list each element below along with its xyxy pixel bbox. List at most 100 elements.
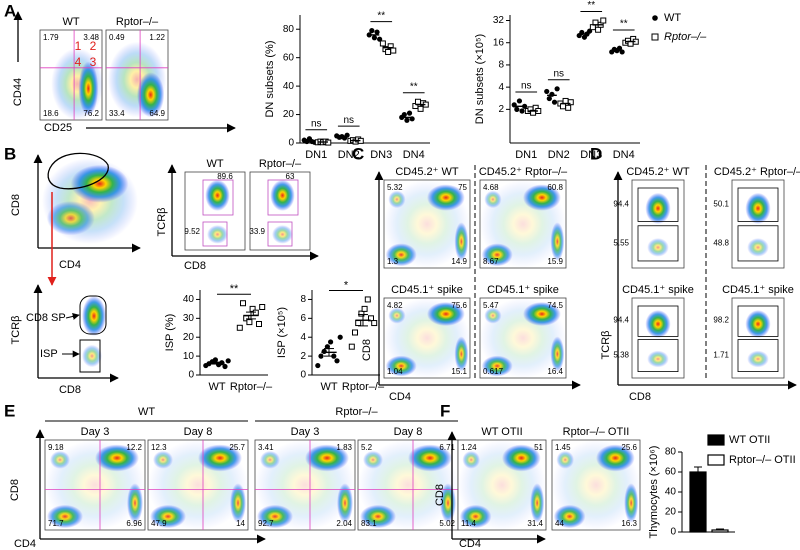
significance: ** <box>377 10 385 21</box>
density <box>747 238 769 257</box>
density <box>427 184 465 211</box>
data-point <box>544 88 550 95</box>
plot-title: Day 3 <box>81 426 110 438</box>
y-tick-label: 80 <box>283 24 295 35</box>
data-point <box>236 324 243 331</box>
density <box>337 483 353 523</box>
x-tick-label: Rptor–/– <box>230 381 273 393</box>
density <box>556 450 574 469</box>
density <box>454 336 469 372</box>
gate <box>267 221 293 247</box>
y-tick-label: 4 <box>300 332 306 343</box>
significance: * <box>344 279 349 291</box>
axis-label: ISP (%) <box>164 314 176 352</box>
density <box>647 238 669 257</box>
plot-title: Rptor–/– <box>259 158 302 170</box>
quadrant-value: 25.6 <box>621 443 637 452</box>
data-point <box>352 329 358 336</box>
density <box>46 201 95 236</box>
density <box>50 450 70 469</box>
quadrant-value: 9.18 <box>48 443 64 452</box>
significance: ** <box>410 81 418 92</box>
density <box>523 302 561 326</box>
density <box>270 179 295 211</box>
density <box>550 336 565 372</box>
quadrant-value: 16.3 <box>621 519 637 528</box>
quadrant-value: 1.79 <box>43 33 59 42</box>
data-point <box>404 117 410 123</box>
axis-label: CD4 <box>459 538 481 550</box>
density <box>596 444 635 472</box>
density <box>408 444 452 472</box>
x-tick-label: DN1 <box>515 149 537 161</box>
quadrant-value: 3.48 <box>83 33 99 42</box>
gate-pointer <box>65 313 80 320</box>
x-tick-label: DN3 <box>580 149 602 161</box>
y-tick-label: 60 <box>665 467 677 478</box>
significance: ns <box>311 118 322 129</box>
axis-label: DN subsets (%) <box>264 40 276 117</box>
axis-label: CD8 <box>59 384 81 396</box>
data-point <box>374 29 380 35</box>
axis-label: CD44 <box>12 78 24 106</box>
significance: ns <box>553 68 564 79</box>
gate <box>267 179 299 216</box>
data-point <box>256 321 262 327</box>
quadrant-value: 31.4 <box>527 519 543 528</box>
plot-title: CD45.2⁺ WT <box>395 166 459 178</box>
density <box>305 444 349 472</box>
density <box>388 190 406 209</box>
data-point <box>514 106 520 112</box>
density <box>427 302 465 326</box>
plot-title: CD45.2⁺ WT <box>626 166 690 178</box>
y-tick-label: 20 <box>283 109 295 120</box>
quadrant-value: 1.3 <box>387 257 399 266</box>
data-point <box>358 310 365 317</box>
data-point <box>348 343 355 350</box>
density <box>484 190 502 209</box>
x-tick-label: DN4 <box>403 149 425 161</box>
gate-label: CD8 SP <box>26 312 66 324</box>
quadrant-value: 64.9 <box>149 109 165 118</box>
quadrant-value: 51 <box>534 443 543 452</box>
bar <box>689 471 707 533</box>
density <box>385 355 417 377</box>
gate-label: ISP <box>40 348 58 360</box>
density <box>745 310 771 338</box>
data-point <box>222 363 228 370</box>
legend-marker <box>651 33 659 41</box>
quadrant-value: 3.41 <box>258 443 274 452</box>
y-tick-label: 60 <box>283 52 295 63</box>
data-point <box>414 98 421 105</box>
data-point <box>366 32 372 38</box>
axis-label: CD4 <box>59 259 81 271</box>
quadrant-value: 18.6 <box>43 109 59 118</box>
legend-swatch <box>707 434 725 446</box>
gate-value: 48.8 <box>713 238 729 247</box>
data-point <box>385 48 392 55</box>
density <box>553 504 586 529</box>
gate-value: 33.9 <box>249 227 265 236</box>
density <box>363 450 383 469</box>
y-tick-label: 2 <box>300 351 306 362</box>
quadrant-value: 74.5 <box>547 301 563 310</box>
y-tick-label: 0 <box>288 138 294 149</box>
data-point <box>565 104 572 111</box>
gate <box>202 221 228 247</box>
legend-label: WT <box>664 12 681 24</box>
gate <box>737 339 779 373</box>
data-point <box>364 296 371 303</box>
quadrant-value: 92.7 <box>258 519 274 528</box>
data-point <box>567 99 574 106</box>
density <box>745 192 771 224</box>
gate-value: 1.71 <box>713 351 729 360</box>
y-tick-label: 30 <box>183 313 195 324</box>
density <box>530 483 545 523</box>
data-point <box>595 26 602 33</box>
y-tick-label: 20 <box>183 332 195 343</box>
y-tick-label: 80 <box>665 447 677 458</box>
quadrant-value: 15.9 <box>547 257 563 266</box>
quadrant-value: 76.2 <box>83 109 99 118</box>
quadrant-value: 12.2 <box>126 443 142 452</box>
